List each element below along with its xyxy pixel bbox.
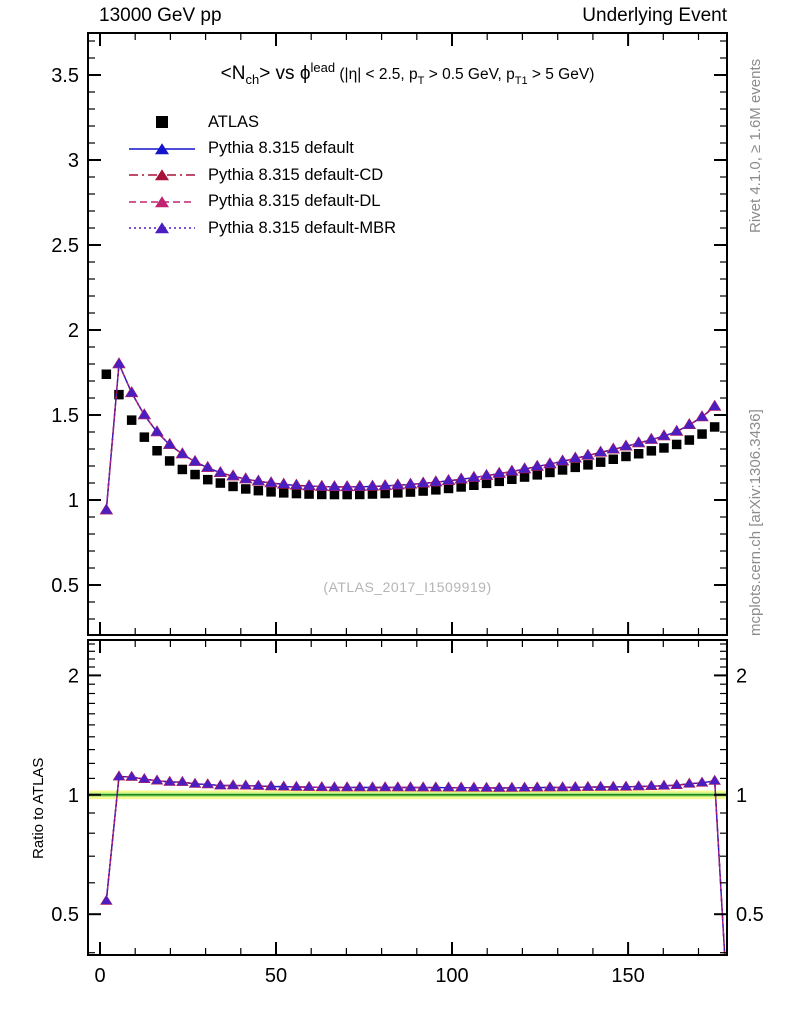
svg-text:150: 150 bbox=[611, 965, 644, 987]
plot-title-segment: > vs bbox=[259, 63, 300, 84]
svg-text:0.5: 0.5 bbox=[51, 904, 79, 926]
legend-label: Pythia 8.315 default-CD bbox=[208, 165, 384, 184]
svg-text:2.5: 2.5 bbox=[51, 235, 79, 257]
legend-label: Pythia 8.315 default-MBR bbox=[208, 218, 397, 237]
svg-text:1: 1 bbox=[68, 785, 79, 807]
legend-item-pythia-default-cd: Pythia 8.315 default-CD bbox=[127, 162, 396, 189]
svg-text:0.5: 0.5 bbox=[736, 904, 764, 926]
ratio-uncertainty-band bbox=[88, 790, 727, 800]
svg-text:0: 0 bbox=[94, 965, 105, 987]
legend-label: Pythia 8.315 default-DL bbox=[208, 192, 381, 211]
atlas-square-marker-icon bbox=[156, 116, 168, 129]
plot-title-segment: <N bbox=[220, 63, 246, 84]
svg-text:3: 3 bbox=[68, 150, 79, 172]
svg-text:1: 1 bbox=[68, 490, 79, 512]
legend-item-pythia-default-dl: Pythia 8.315 default-DL bbox=[127, 189, 396, 216]
plot-title-segment: ch bbox=[245, 72, 260, 87]
mcplots-attribution-label: mcplots.cern.ch [arXiv:1306.3436] bbox=[747, 409, 764, 636]
axis-ticks bbox=[88, 33, 727, 955]
ratio-axis-title: Ratio to ATLAS bbox=[30, 757, 47, 859]
ratio-y-tick-labels-left: 0.5 1 2 bbox=[51, 665, 79, 926]
main-series-pythia-8-315-default-mbr bbox=[100, 358, 721, 514]
ratio-y-tick-labels-right: 0.5 1 2 bbox=[736, 665, 764, 926]
rivet-version-label: Rivet 4.1.0, ≥ 1.6M events bbox=[747, 58, 764, 233]
ratio-series-pythia-8-315-default-mbr bbox=[101, 771, 726, 955]
svg-text:2: 2 bbox=[68, 320, 79, 342]
svg-text:50: 50 bbox=[265, 965, 287, 987]
plot-title: <Nch> vs ϕlead (|η| < 2.5, pT > 0.5 GeV,… bbox=[88, 60, 727, 87]
legend-item-pythia-default: Pythia 8.315 default bbox=[127, 136, 396, 163]
legend-item-atlas: ATLAS bbox=[127, 109, 396, 136]
pythia-default-mbr-marker-icon bbox=[129, 222, 195, 234]
plot-title-segment: T1 bbox=[514, 75, 528, 87]
legend-item-pythia-default-mbr: Pythia 8.315 default-MBR bbox=[127, 215, 396, 242]
svg-text:2: 2 bbox=[68, 665, 79, 687]
legend: ATLAS Pythia 8.315 default Pythia 8.315 … bbox=[127, 109, 396, 242]
panel-frames bbox=[87, 32, 728, 956]
svg-text:1: 1 bbox=[736, 785, 747, 807]
legend-label: Pythia 8.315 default bbox=[208, 139, 354, 158]
plot-title-segment: (|η| < 2.5, p bbox=[335, 66, 418, 83]
pythia-default-marker-icon bbox=[129, 142, 195, 154]
pythia-default-cd-marker-icon bbox=[129, 169, 195, 181]
plot-title-segment: ϕ bbox=[299, 63, 311, 84]
main-series-atlas bbox=[101, 369, 720, 500]
plot-title-segment: > 5 GeV) bbox=[527, 66, 595, 83]
observable-group-label: Underlying Event bbox=[582, 5, 727, 26]
svg-text:2: 2 bbox=[736, 665, 747, 687]
plot-title-segment: lead bbox=[310, 60, 336, 75]
x-tick-labels: 0 50 100 150 bbox=[94, 965, 644, 987]
plot-title-segment: T bbox=[417, 75, 425, 87]
svg-text:3.5: 3.5 bbox=[51, 65, 79, 87]
svg-text:0.5: 0.5 bbox=[51, 575, 79, 597]
svg-text:1.5: 1.5 bbox=[51, 405, 79, 427]
main-y-tick-labels: 0.5 1 1.5 2 2.5 3 3.5 bbox=[51, 65, 79, 597]
pythia-default-dl-marker-icon bbox=[129, 195, 195, 207]
analysis-id-watermark: (ATLAS_2017_I1509919) bbox=[323, 579, 492, 595]
plot-title-segment: > 0.5 GeV, p bbox=[424, 66, 515, 83]
svg-text:100: 100 bbox=[435, 965, 468, 987]
beam-energy-label: 13000 GeV pp bbox=[99, 5, 222, 26]
legend-label: ATLAS bbox=[208, 112, 260, 131]
